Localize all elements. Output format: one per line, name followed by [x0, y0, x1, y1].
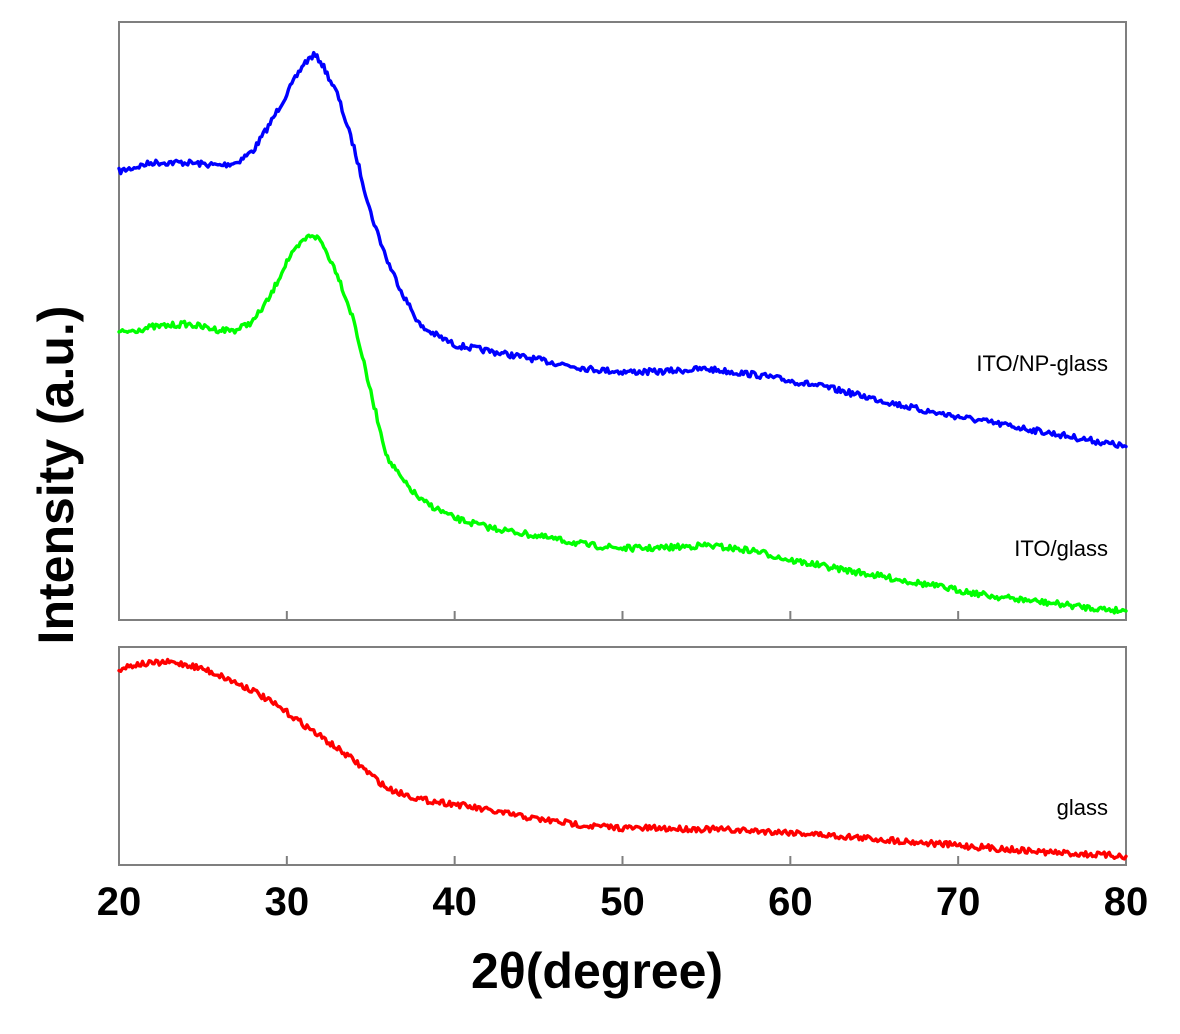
x-axis-label: 2θ(degree) — [471, 943, 723, 999]
x-tick-label-70: 70 — [936, 880, 981, 924]
x-tick-label-50: 50 — [600, 880, 645, 924]
y-axis-label: Intensity (a.u.) — [28, 306, 84, 645]
x-tick-label-30: 30 — [265, 880, 310, 924]
x-tick-label-80: 80 — [1104, 880, 1149, 924]
ito-glass-curve — [117, 233, 1128, 615]
ito-np-glass-curve — [117, 50, 1128, 449]
x-tick-label-60: 60 — [768, 880, 813, 924]
x-tick-label-40: 40 — [432, 880, 477, 924]
top-panel-frame — [118, 21, 1127, 621]
x-tick-label-20: 20 — [97, 880, 142, 924]
x-axis-ticks: 20 30 40 50 60 70 80 — [97, 611, 1149, 924]
glass-curve — [117, 657, 1128, 861]
series-label-glass: glass — [1057, 795, 1108, 820]
series-label-ito-glass: ITO/glass — [1014, 536, 1108, 561]
series-label-ito-np-glass: ITO/NP-glass — [976, 351, 1108, 376]
